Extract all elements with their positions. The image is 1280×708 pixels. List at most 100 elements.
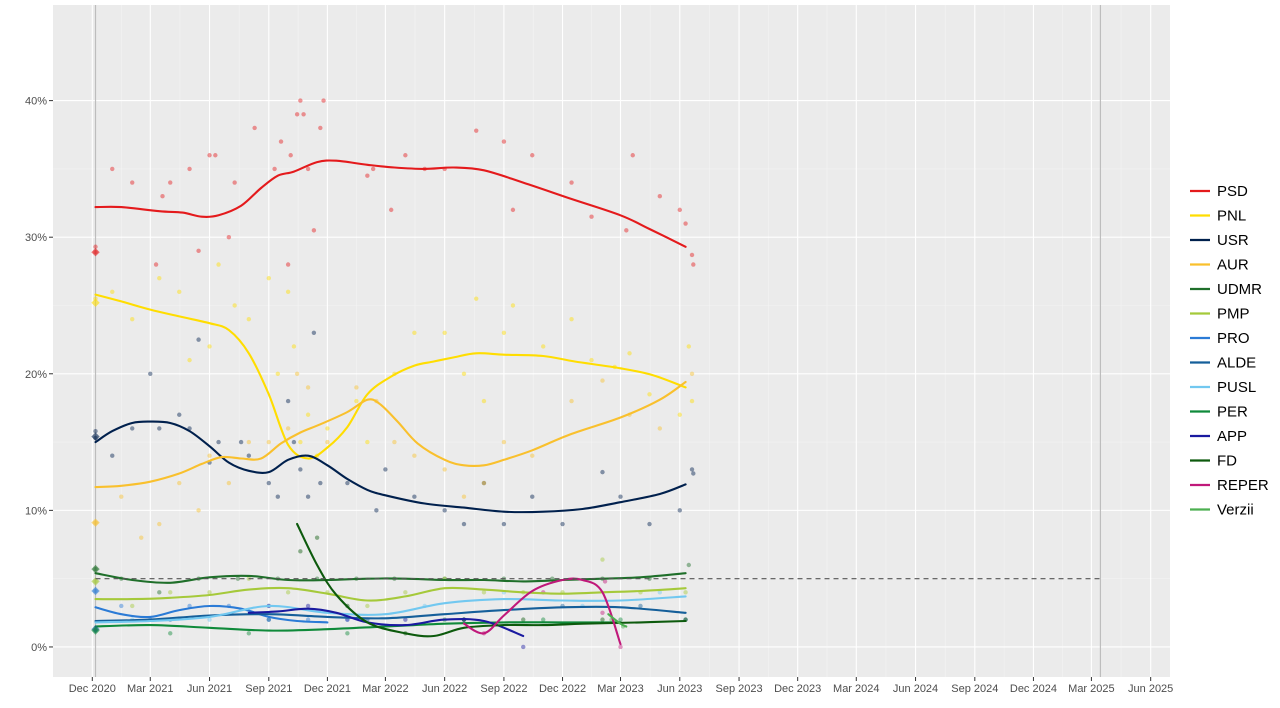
poll-point-reper (600, 610, 605, 616)
minor-gridlines (53, 5, 1170, 677)
poll-point-pmp (403, 590, 408, 595)
poll-point-pmp (130, 603, 135, 609)
poll-point-psd (474, 128, 479, 133)
poll-point-aur (119, 494, 124, 499)
trend-line-pmp (94, 586, 687, 602)
poll-point-psd (110, 166, 115, 172)
poll-point-psd (207, 153, 212, 158)
poll-point-aur (285, 426, 291, 431)
poll-point-psd (370, 166, 376, 172)
trend-line-usr (94, 420, 687, 514)
legend-label-fd: FD (1217, 453, 1237, 470)
poll-point-psd (130, 180, 135, 185)
poll-point-usr (93, 428, 98, 434)
x-tick-label: Dec 2022 (539, 683, 586, 695)
poll-point-aur (207, 453, 212, 458)
poll-point-aur (305, 385, 311, 390)
poll-point-pusl (657, 590, 663, 595)
poll-point-pnl (305, 412, 311, 417)
poll-point-usr (216, 439, 221, 445)
poll-point-psd (530, 153, 535, 158)
poll-point-aur (325, 439, 330, 445)
poll-point-aur (246, 439, 252, 445)
poll-point-fd (314, 535, 320, 540)
poll-point-usr (130, 426, 135, 431)
legend-label-app: APP (1217, 428, 1247, 445)
poll-point-usr (298, 467, 303, 472)
poll-point-pnl (365, 439, 370, 445)
poll-point-pmp (683, 590, 688, 595)
poll-point-pusl (207, 617, 212, 622)
poll-point-reper (602, 579, 608, 584)
poll-point-alde (266, 617, 271, 622)
poll-point-udmr (235, 576, 241, 581)
election-result-marker-aur (91, 518, 100, 527)
poll-point-alde (638, 603, 643, 609)
x-tick-label: Dec 2020 (69, 683, 116, 695)
poll-point-psd (278, 139, 284, 144)
poll-point-usr (291, 439, 297, 445)
poll-point-psd (501, 139, 507, 144)
poll-point-usr (157, 426, 162, 431)
poll-point-psd (657, 194, 663, 199)
poll-point-psd (683, 221, 688, 226)
legend-label-aur: AUR (1217, 257, 1249, 274)
poll-point-psd (272, 166, 277, 172)
poll-point-pnl (589, 357, 594, 363)
legend-label-reper: REPER (1217, 477, 1269, 494)
poll-point-pnl (130, 316, 135, 322)
legend-label-usr: USR (1217, 232, 1249, 249)
poll-point-psd (93, 244, 98, 249)
election-result-marker-pnl (91, 298, 100, 307)
poll-point-aur (196, 508, 201, 513)
major-gridlines (53, 5, 1170, 677)
poll-point-psd (311, 228, 317, 233)
poll-point-psd (226, 234, 232, 240)
poll-point-pnl (246, 316, 252, 322)
poll-point-aur (569, 398, 574, 404)
poll-point-psd (252, 125, 257, 131)
poll-point-psd (403, 153, 408, 158)
poll-point-aur (139, 535, 144, 540)
poll-point-per (345, 631, 350, 636)
poll-point-psd (569, 180, 574, 185)
poll-point-psd (589, 214, 594, 219)
legend-label-pnl: PNL (1217, 208, 1246, 225)
poll-point-psd (213, 153, 218, 158)
poll-point-pnl (510, 303, 516, 308)
poll-point-usr (481, 480, 487, 486)
election-result-marker-usr (91, 432, 100, 441)
poll-point-psd (168, 180, 173, 185)
legend: PSD PNL USR AUR UDMR PMP PRO ALDE PUSL PER APP FD RE… (1190, 183, 1269, 519)
poll-point-usr (689, 467, 695, 472)
poll-point-per (168, 631, 173, 636)
trend-line-pro (94, 604, 329, 624)
poll-point-pmp (600, 557, 605, 562)
x-tick-label: Mar 2023 (597, 683, 643, 695)
poll-point-udmr (686, 562, 692, 568)
poll-point-pmp (365, 603, 370, 609)
poll-point-pro (119, 603, 124, 609)
poll-point-usr (148, 371, 153, 376)
poll-point-pnl (461, 371, 467, 376)
poll-point-aur (461, 494, 467, 499)
poll-point-psd (630, 153, 635, 158)
poll-point-usr (345, 480, 350, 486)
poll-point-aur (226, 480, 232, 486)
poll-point-usr (318, 480, 323, 486)
poll-point-aur (657, 426, 663, 431)
poll-point-pro (266, 617, 271, 622)
legend-label-per: PER (1217, 404, 1248, 421)
poll-point-usr (461, 521, 467, 527)
poll-point-usr (177, 412, 182, 417)
poll-point-pnl (177, 289, 182, 295)
trend-lines (94, 159, 687, 646)
poll-point-app (403, 617, 408, 622)
poll-point-aur (481, 480, 487, 486)
poll-point-usr (442, 508, 447, 513)
poll-point-psd (298, 98, 303, 103)
poll-point-psd (288, 153, 293, 158)
poll-point-pnl (216, 262, 221, 267)
poll-point-aur (412, 453, 417, 458)
y-tick-label: 40% (25, 96, 47, 108)
